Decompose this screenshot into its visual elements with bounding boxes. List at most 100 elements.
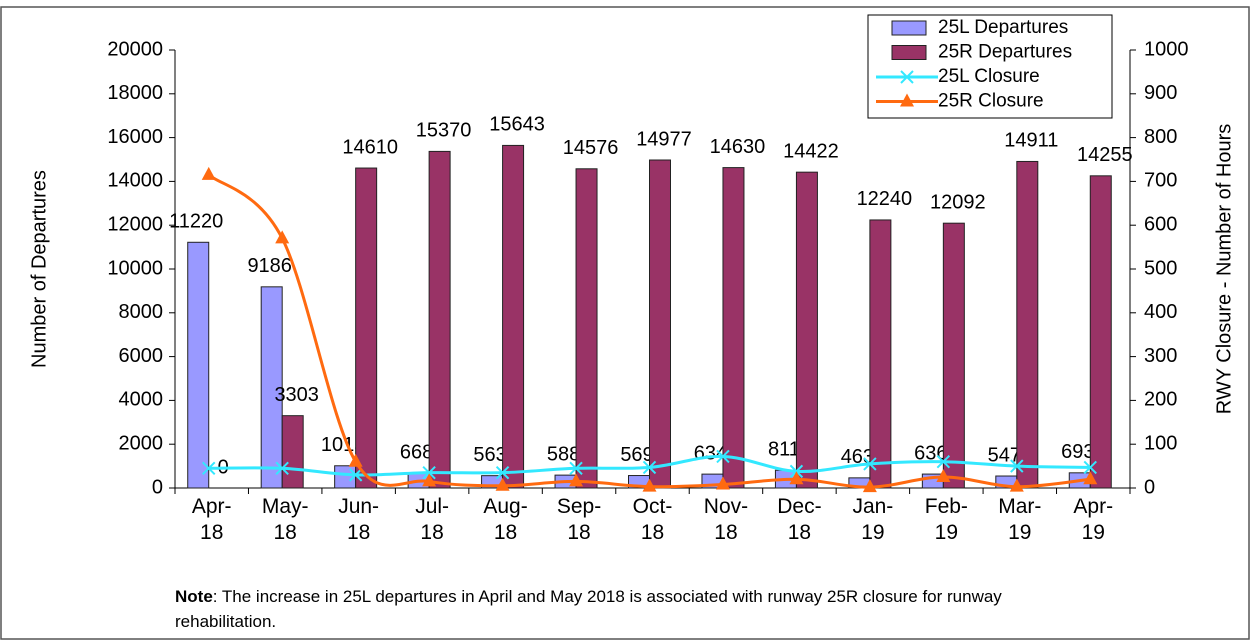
marker: [348, 453, 363, 467]
bar: [187, 241, 210, 489]
x-tick-label: Apr-19: [1073, 495, 1114, 544]
x-tick-label: Mar-19: [998, 495, 1042, 544]
legend-label: 25L Closure: [938, 66, 1040, 87]
data-label: 14422: [783, 140, 839, 162]
y2-tick-label: 400: [1144, 301, 1177, 323]
y-tick-label: 6000: [119, 345, 164, 367]
x-tick-label: Jul-18: [415, 495, 450, 544]
x-tick-label: Oct-18: [632, 495, 673, 544]
y-tick-label: 18000: [107, 82, 163, 104]
note-label: Note: [175, 587, 213, 606]
data-label: 668: [400, 442, 433, 464]
marker: [1083, 460, 1097, 475]
y-tick-label: 14000: [107, 170, 163, 192]
marker: [1009, 478, 1024, 492]
data-label: 11220: [169, 211, 223, 233]
bar: [1016, 160, 1039, 489]
data-label: 811: [768, 439, 800, 461]
y2-tick-label: 900: [1144, 82, 1177, 104]
y-tick-label: 16000: [107, 126, 163, 148]
data-label: 9186: [247, 255, 292, 277]
marker: [422, 473, 437, 487]
marker: [495, 465, 510, 480]
marker: [716, 449, 730, 464]
marker: [569, 473, 584, 487]
bar: [869, 219, 892, 489]
bar: [795, 171, 818, 489]
y-tick-label: 10000: [107, 257, 163, 279]
bar: [281, 415, 304, 489]
y2-axis-label: RWY Closure - Number of Hours: [1213, 124, 1235, 414]
marker: [202, 461, 216, 475]
legend-marker: [900, 70, 914, 84]
y2-tick-label: 100: [1144, 432, 1177, 454]
x-tick-label: Nov-18: [703, 495, 749, 544]
data-label: 15370: [416, 120, 472, 142]
data-label: 12092: [930, 191, 986, 213]
data-label: 14255: [1077, 144, 1133, 166]
marker: [275, 230, 290, 244]
marker: [936, 455, 951, 469]
bar: [722, 167, 745, 489]
data-label: 15643: [489, 114, 545, 136]
y2-tick-label: 800: [1144, 126, 1177, 148]
marker: [201, 166, 216, 180]
bar: [575, 168, 598, 489]
data-label: 463: [841, 446, 874, 468]
data-label: 3303: [274, 384, 319, 406]
note: Note: The increase in 25L departures in …: [175, 584, 1105, 634]
y2-tick-label: 0: [1144, 476, 1155, 498]
marker: [863, 457, 877, 471]
data-label: 563: [473, 444, 506, 466]
bar: [942, 222, 965, 489]
marker: [862, 479, 877, 493]
bar: [355, 167, 378, 489]
legend-marker: [900, 93, 914, 107]
y2-tick-label: 300: [1144, 345, 1177, 367]
x-tick-label: Aug-18: [483, 495, 528, 544]
data-label: 1015: [321, 434, 366, 456]
data-label: 634: [694, 442, 727, 464]
x-tick-label: May-18: [261, 495, 309, 544]
y-tick-label: 8000: [119, 301, 164, 323]
y-axis-label: Number of Departures: [28, 170, 50, 368]
marker: [1010, 459, 1024, 473]
marker: [936, 469, 951, 483]
y2-tick-label: 500: [1144, 257, 1177, 279]
marker: [275, 461, 289, 475]
x-tick-label: Sep-18: [556, 495, 602, 544]
x-tick-label: Feb-19: [924, 495, 968, 544]
y2-tick-label: 600: [1144, 213, 1177, 235]
line: [207, 173, 1091, 489]
data-label: 14911: [1004, 130, 1058, 152]
bar: [502, 144, 525, 489]
x-tick-label: Jan-19: [852, 495, 894, 544]
y2-tick-label: 200: [1144, 389, 1177, 411]
y2-tick-label: 700: [1144, 170, 1177, 192]
y-tick-label: 12000: [107, 213, 163, 235]
y-tick-label: 0: [152, 476, 163, 498]
y-tick-label: 4000: [119, 389, 164, 411]
data-label: 693: [1061, 441, 1094, 463]
marker: [642, 460, 657, 475]
marker: [495, 477, 510, 491]
marker: [1083, 471, 1098, 485]
data-label: 14610: [342, 136, 398, 158]
marker: [642, 478, 657, 492]
data-label: 547: [988, 444, 1021, 466]
bar: [649, 159, 671, 489]
data-label: 14630: [710, 136, 766, 158]
y2-tick-label: 1000: [1144, 38, 1189, 60]
legend-label: 25L Departures: [938, 17, 1068, 38]
legend-label: 25R Departures: [938, 42, 1072, 63]
bar: [260, 286, 283, 489]
y-tick-label: 20000: [107, 38, 163, 60]
marker: [715, 476, 730, 490]
bar: [1089, 175, 1112, 489]
legend-swatch: [891, 20, 927, 36]
data-label: 588: [547, 443, 580, 465]
bar: [428, 150, 451, 489]
data-label: 14977: [636, 128, 692, 150]
